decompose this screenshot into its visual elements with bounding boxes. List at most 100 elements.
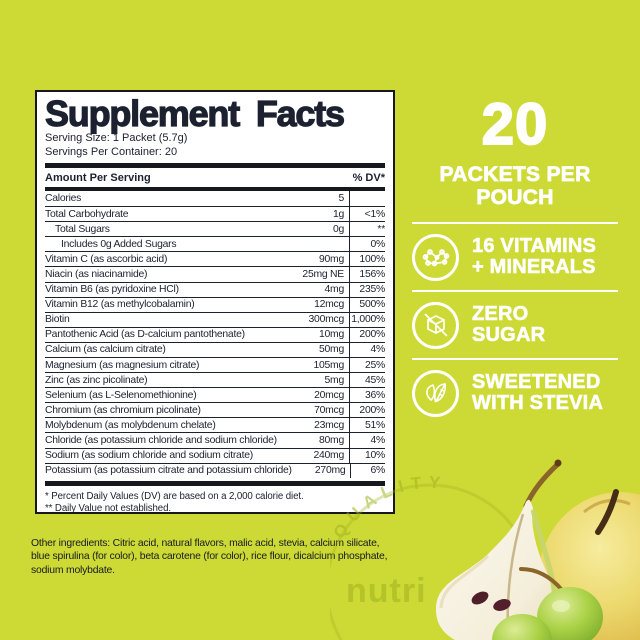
nutrient-name: Chromium (as chromium picolinate) [45,404,201,416]
watermark-arc-text: QUALITY [330,473,441,542]
nutrient-row: Chromium (as chromium picolinate) 70mcg 20… [45,402,385,418]
footnotes: * Percent Daily Values (DV) are based on… [45,488,385,516]
feature-item: 16 VITAMINS + MINERALS [412,222,618,290]
nutrient-name: Vitamin C (as ascorbic acid) [45,253,168,265]
nutrient-daily-value: 25% [349,357,385,373]
nutrient-name: Sodium (as sodium chloride and sodium ci… [45,450,253,462]
no-sugar-cube-icon [412,301,459,349]
nutrient-row: Zinc (as zinc picolinate) 5mg 45% [45,372,385,388]
nutrient-daily-value: ** [349,222,385,237]
facts-title: Supplement Facts [44,93,345,134]
feature-item: ZERO SUGAR [412,290,618,358]
nutrient-table: Calories 5 Total Carbohydrate 1g <1% Total Su… [45,190,385,478]
nutrient-name: Pantothenic Acid (as D-calcium pantothen… [45,329,245,341]
nutrient-row: Total Sugars 0g ** [45,221,385,237]
nutrient-amount: 80mg [319,434,344,446]
nutrient-daily-value: 200% [349,327,385,342]
nutrient-row: Molybdenum (as molybdenum chelate) 23mcg 5… [45,417,385,433]
svg-text:QUALITY: QUALITY [330,473,448,542]
nutrient-amount: 90mg [319,253,344,265]
green-pears-image [492,567,603,640]
supplement-facts-panel: Supplement Facts Serving Size: 1 Packet … [35,90,395,514]
nutrient-amount: 105mg [313,359,344,371]
nutrient-daily-value: 1,000% [349,312,385,327]
nutrient-name: Vitamin B6 (as pyridoxine HCl) [45,284,179,296]
thick-rule [45,162,385,168]
nutrient-daily-value: <1% [349,207,385,222]
nutrient-row: Vitamin C (as ascorbic acid) 90mg 100% [45,251,385,267]
footnote-daily-values: * Percent Daily Values (DV) are based on… [45,490,304,502]
nutrient-name: Calcium (as calcium citrate) [45,344,166,356]
nutrient-amount: 50mg [319,344,344,356]
nutrient-name: Selenium (as L-Selenomethionine) [45,389,197,401]
nutrient-daily-value: 4% [349,342,385,357]
nutrient-amount: 20mcg [314,389,344,401]
other-ingredients: Other ingredients: Citric acid, natural … [31,538,388,576]
nutrient-amount: 5 [338,192,344,204]
nutrient-amount: 1g [332,208,344,220]
nutrient-daily-value: 4% [349,433,385,448]
daily-value-header: % DV* [352,171,385,184]
nutrient-daily-value: 36% [349,388,385,403]
feature-label: SWEETENED WITH STEVIA [472,370,604,415]
nutrient-daily-value: 6% [350,463,385,478]
nutrient-name: Calories [45,192,82,204]
nutrient-row: Chloride (as potassium chloride and sodi… [45,432,385,448]
nutrient-amount: 25mg NE [302,268,344,280]
packet-count: 20 [481,92,549,157]
nutrient-daily-value: 156% [349,267,385,282]
nutrient-name: Chloride (as potassium chloride and sodi… [45,434,277,446]
nutrient-daily-value: 500% [349,297,385,312]
nutrient-row: Includes 0g Added Sugars 0% [45,236,385,252]
thick-rule [45,480,385,486]
nutrient-name: Magnesium (as magnesium citrate) [45,359,200,371]
nutrient-name: Includes 0g Added Sugars [61,238,177,250]
nutrient-amount: 5mg [324,374,345,386]
nutrient-row: Calories 5 [45,190,385,207]
highlights-column: 20 PACKETS PER POUCH 16 VITAMINS + MINERA… [412,92,618,426]
nutrient-name: Vitamin B12 (as methylcobalamin) [45,299,195,311]
nutrient-row: Sodium (as sodium chloride and sodium ci… [45,447,385,463]
nutrient-daily-value: 235% [349,282,385,297]
nutrient-name: Total Carbohydrate [45,208,129,220]
amount-per-serving-header: Amount Per Serving [45,171,151,184]
nutrient-name: Zinc (as zinc picolinate) [45,374,148,386]
feature-item: SWEETENED WITH STEVIA [412,358,618,426]
nutrient-amount: 0g [332,223,344,235]
nutrient-name: Molybdenum (as molybdenum chelate) [45,419,216,431]
nutrient-row: Magnesium (as magnesium citrate) 105mg 25% [45,356,385,373]
nutrient-amount: 4mg [324,284,345,296]
nutrient-row: Vitamin B6 (as pyridoxine HCl) 4mg 235% [45,281,385,297]
nutrient-row: Biotin 300mcg 1,000% [45,311,385,327]
nutrient-row: Pantothenic Acid (as D-calcium pantothen… [45,326,385,342]
feature-label: 16 VITAMINS + MINERALS [472,234,597,279]
nutrient-row: Potassium (as potassium citrate and pota… [45,462,385,478]
nutrient-daily-value: 45% [349,373,385,388]
nutrient-row: Vitamin B12 (as methylcobalamin) 12mcg 500… [45,296,385,312]
feature-label: ZERO SUGAR [472,302,546,347]
table-header-row: Amount Per Serving % DV* [45,170,385,186]
nutrient-amount: 10mg [319,329,344,341]
serving-size-line: Serving Size: 1 Packet (5.7g) [45,132,188,145]
feature-list: 16 VITAMINS + MINERALS ZERO SUGAR SWEETENE… [412,222,618,426]
nutrient-daily-value: 0% [349,237,385,252]
nutrient-name: Potassium (as potassium citrate and pota… [45,465,292,477]
nutrient-daily-value: 51% [349,418,385,433]
nutrient-row: Selenium (as L-Selenomethionine) 20mcg 36% [45,387,385,403]
nutrient-amount: 12mcg [314,299,344,311]
nutrient-daily-value: 100% [349,252,385,267]
nutrient-amount: 23mcg [314,419,344,431]
nutrient-daily-value [349,190,385,207]
servings-per-container-line: Servings Per Container: 20 [45,146,178,159]
nutrient-name: Biotin [45,314,70,326]
watermark-brand-text: nutri [346,572,427,610]
nutrient-daily-value: 200% [349,403,385,418]
medium-rule [45,186,385,191]
nutrient-amount: 270mg [314,465,346,477]
footnote-not-established: ** Daily Value not established. [45,503,171,515]
nutrient-name: Total Sugars [55,223,110,235]
nutrient-row: Total Carbohydrate 1g <1% [45,206,385,222]
fruit-artwork: QUALITY nutri GU [330,459,640,640]
nutrient-amount: 70mcg [314,404,344,416]
